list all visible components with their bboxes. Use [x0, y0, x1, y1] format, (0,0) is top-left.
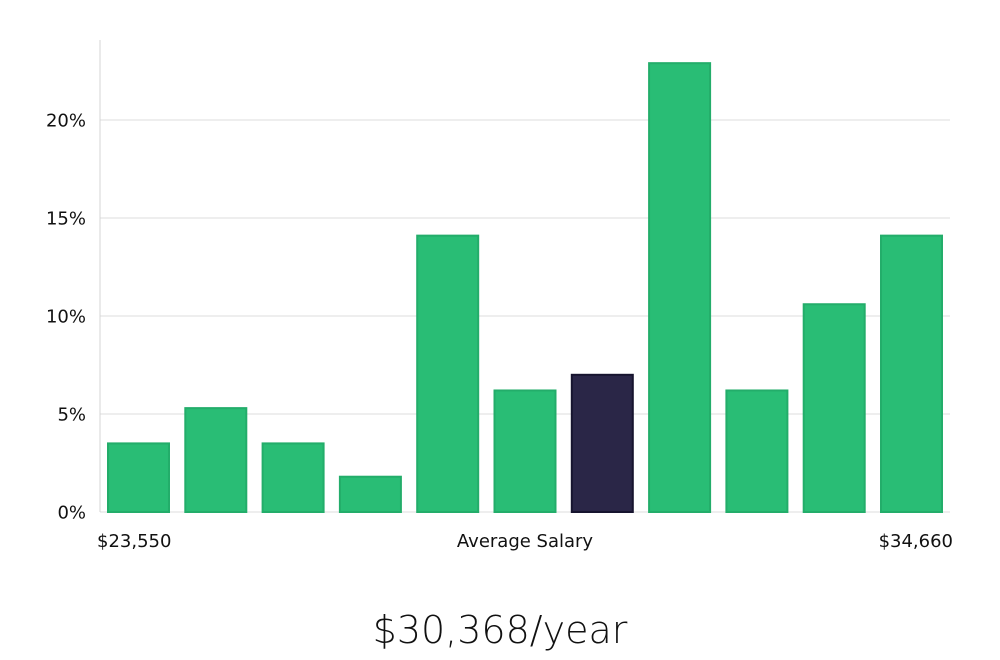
x-axis-max-label: $34,660: [879, 531, 953, 552]
histogram-bars: [107, 62, 943, 514]
histogram-bar-11: [880, 234, 943, 513]
salary-histogram: 0% 5% 10% 15% 20% $23,550 Average Salary $34…: [46, 40, 953, 552]
histogram-bar-average: [570, 373, 634, 513]
histogram-bar-8: [648, 62, 712, 513]
histogram-bar-10: [802, 303, 866, 513]
histogram-bar-6: [493, 389, 557, 514]
histogram-bar-5: [416, 234, 480, 513]
histogram-bar-2: [184, 407, 248, 513]
histogram-bar-4: [338, 475, 402, 513]
histogram-bar-3: [261, 442, 325, 513]
histogram-bar-9: [725, 389, 789, 514]
y-axis-tick-labels: 0% 5% 10% 15% 20%: [46, 111, 86, 524]
y-tick-label-10: 10%: [46, 307, 86, 328]
y-tick-label-5: 5%: [57, 405, 86, 426]
x-axis-min-label: $23,550: [97, 531, 171, 552]
x-axis-average-label: Average Salary: [457, 531, 594, 552]
y-tick-label-20: 20%: [46, 111, 86, 132]
y-tick-label-0: 0%: [57, 503, 86, 524]
y-tick-label-15: 15%: [46, 209, 86, 230]
histogram-bar-1: [107, 442, 170, 513]
average-salary-summary: $30,368/year: [372, 608, 628, 652]
